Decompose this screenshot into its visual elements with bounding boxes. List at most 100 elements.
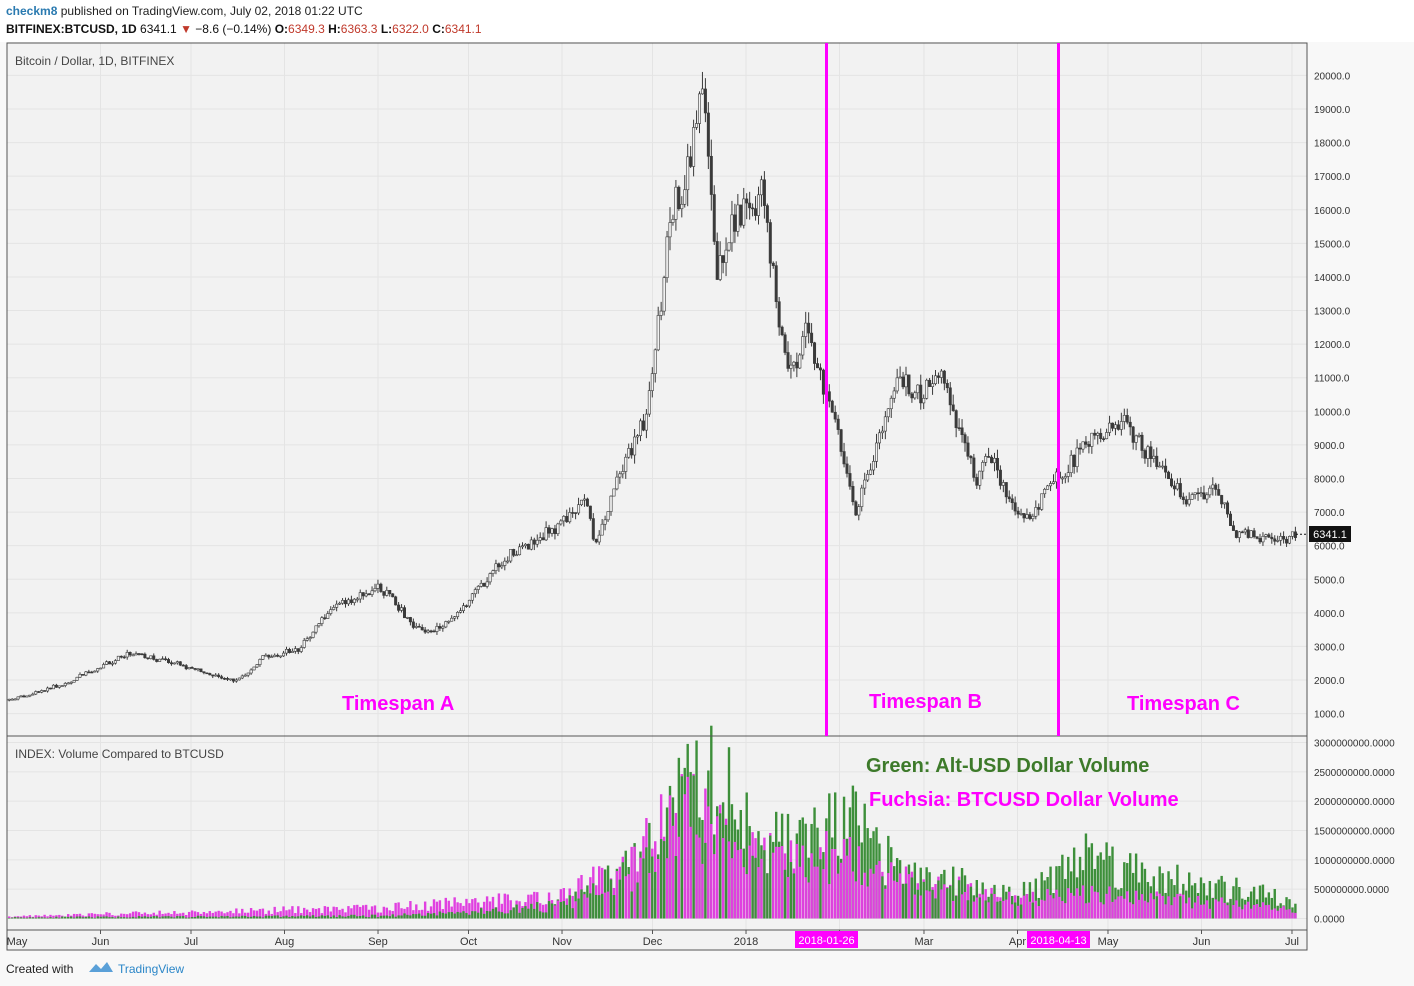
candle-body	[187, 667, 191, 670]
candle-body	[1099, 432, 1103, 439]
candle-body	[931, 383, 935, 387]
author-link[interactable]: checkm8	[6, 4, 58, 18]
candle-body	[1223, 502, 1227, 505]
candle-body	[411, 621, 415, 628]
candle-body	[349, 599, 353, 603]
volume-bar	[244, 912, 247, 919]
volume-bar	[786, 876, 790, 919]
chart-background	[7, 43, 1307, 950]
candle-body	[1143, 450, 1147, 459]
candle-body	[1052, 481, 1056, 484]
candle-body	[205, 672, 209, 675]
volume-bar	[680, 776, 683, 919]
volume-bar	[249, 916, 253, 919]
candle-body	[1119, 421, 1123, 430]
candle-body	[1075, 447, 1079, 467]
volume-bar	[61, 916, 64, 919]
candle-body	[1172, 485, 1176, 490]
volume-axis[interactable]: 0.0000 500000000.0000 1000000000.0000 15000…	[1314, 739, 1395, 926]
volume-bar	[689, 826, 692, 919]
volume-bar	[745, 792, 748, 919]
volume-bar	[1005, 899, 1008, 919]
volume-bar	[429, 913, 433, 919]
tradingview-link[interactable]: TradingView	[118, 962, 185, 976]
volume-bar	[1019, 904, 1023, 919]
volume-bar	[1258, 906, 1262, 919]
volume-bar	[822, 869, 825, 919]
candle-body	[523, 543, 527, 547]
candle-body	[588, 505, 592, 519]
volume-bar	[158, 917, 161, 919]
volume-bar	[494, 907, 498, 919]
volume-bar	[229, 910, 232, 919]
candle-body	[1001, 482, 1005, 486]
candle-body	[562, 516, 566, 522]
volume-bar	[108, 912, 111, 919]
candle-body	[391, 593, 395, 598]
candle-body	[771, 262, 775, 266]
candle-body	[736, 204, 740, 232]
volume-bar	[544, 904, 548, 919]
volume-bar	[456, 911, 459, 919]
candle-body	[756, 194, 760, 216]
volume-bar	[913, 894, 917, 919]
candle-body	[860, 487, 864, 507]
candle-body	[727, 242, 731, 251]
candle-body	[936, 375, 940, 378]
candle-body	[1137, 434, 1141, 437]
volume-bar	[615, 871, 619, 919]
timespan-b-label: Timespan B	[869, 691, 982, 713]
candle-body	[308, 637, 312, 640]
candle-body	[954, 410, 958, 428]
volume-bar	[474, 898, 477, 919]
volume-bar	[574, 901, 577, 919]
volume-bar	[1025, 894, 1029, 919]
candle-body	[665, 236, 669, 278]
last-price: 6341.1	[140, 22, 177, 36]
volume-bar	[1055, 889, 1058, 919]
volume-bar	[1137, 899, 1141, 919]
candle-body	[1134, 435, 1138, 443]
candle-body	[1264, 534, 1268, 537]
volume-bar	[140, 916, 144, 919]
volume-bar	[1126, 863, 1129, 919]
volume-bar	[506, 894, 509, 919]
volume-bar	[1043, 880, 1046, 919]
volume-bar	[143, 912, 147, 919]
volume-bar	[370, 906, 374, 919]
volume-bar	[524, 906, 527, 919]
price-axis[interactable]: 1000.0 2000.0 3000.0 4000.0 5000.0 6000.0 7000…	[1314, 71, 1351, 720]
volume-bar	[1241, 898, 1244, 919]
volume-bar	[630, 891, 633, 919]
volume-bar	[1294, 912, 1297, 919]
candle-body	[243, 674, 247, 677]
candle-body	[284, 649, 288, 654]
candle-body	[270, 656, 274, 659]
volume-bar	[43, 917, 46, 919]
volume-bar	[105, 912, 108, 919]
volume-bar	[167, 912, 170, 919]
volume-bar	[90, 913, 93, 919]
candle-body	[1158, 465, 1162, 468]
candle-body	[217, 674, 221, 677]
candle-body	[689, 156, 693, 167]
volume-bar	[120, 913, 123, 919]
candle-body	[237, 677, 241, 681]
volume-bar	[1111, 901, 1114, 919]
chart-canvas[interactable]: Bitcoin / Dollar, 1D, BITFINEX INDEX: Vo…	[0, 0, 1414, 952]
volume-bar	[255, 916, 259, 919]
candle-body	[1193, 492, 1197, 495]
volume-bar	[332, 915, 335, 919]
volume-bar	[801, 845, 804, 919]
candle-body	[748, 202, 752, 209]
volume-bar	[220, 915, 223, 919]
vline-date-badge-c	[1027, 931, 1090, 948]
price-axis-tick: 4000.0	[1314, 609, 1345, 620]
candle-body	[1240, 531, 1244, 534]
volume-bar	[58, 914, 61, 919]
volume-bar	[957, 880, 961, 919]
candle-body	[131, 654, 135, 657]
volume-bar	[471, 899, 474, 919]
candle-body	[709, 155, 713, 195]
volume-bar	[1099, 852, 1102, 919]
